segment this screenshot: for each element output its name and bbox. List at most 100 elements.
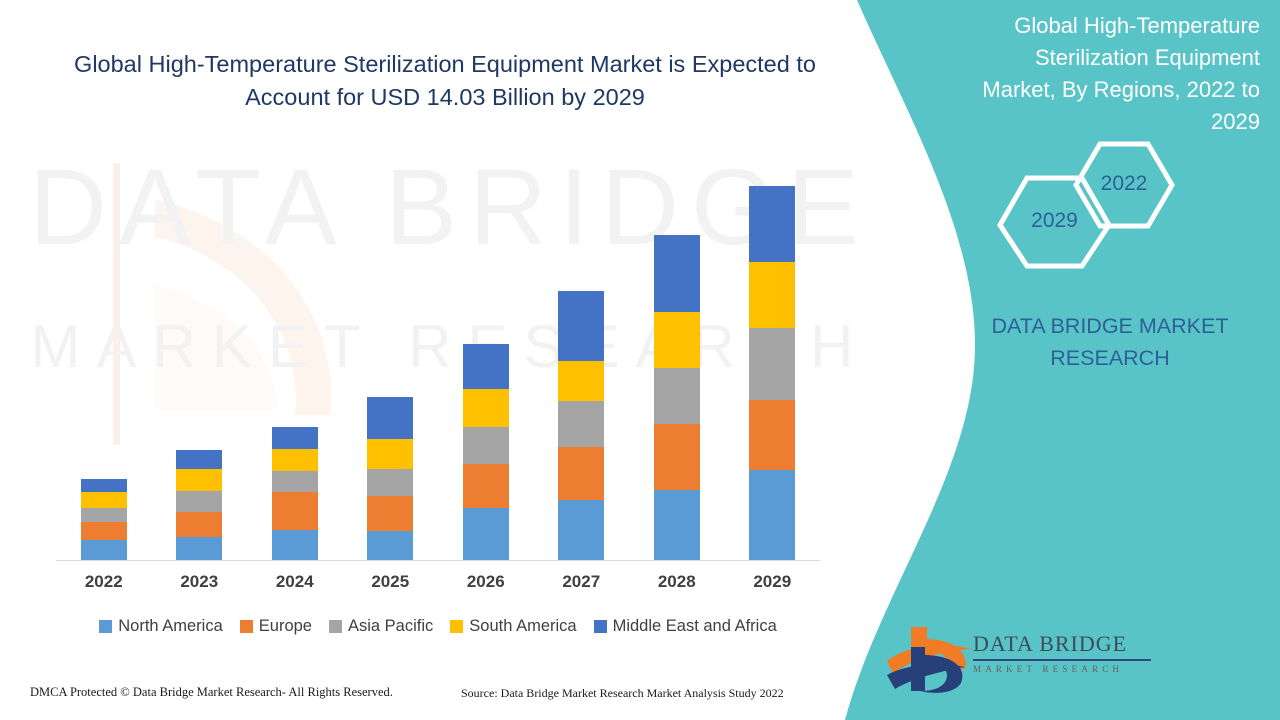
logo-tagline: MARKET RESEARCH [973,664,1124,674]
legend-label: Europe [258,617,312,635]
legend-item[interactable]: Middle East and Africa [593,617,777,636]
bar-segment[interactable] [749,262,796,328]
legend-label: Middle East and Africa [612,617,777,635]
logo-name: DATA BRIDGE [973,631,1128,656]
bar-segment[interactable] [271,530,318,560]
bar-stack[interactable] [558,291,605,560]
sidebar-brand-name: DATA BRIDGE MARKET RESEARCH [991,314,1229,371]
bar-segment[interactable] [462,508,509,560]
bar-group[interactable] [629,235,724,560]
legend-swatch-icon [239,620,253,633]
bar-segment[interactable] [80,479,127,492]
bar-segment[interactable] [176,512,223,537]
bar-segment[interactable] [653,235,700,312]
bar-group[interactable] [247,427,342,560]
bar-segment[interactable] [367,439,414,469]
x-axis-tick-label: 2028 [657,572,696,591]
bar-segment[interactable] [462,344,509,389]
bar-segment[interactable] [176,537,223,560]
legend-label: South America [469,617,577,635]
sidebar-content: Global High-Temperature Sterilization Eq… [887,0,1280,720]
bar-group[interactable] [152,450,247,560]
bar-segment[interactable] [271,471,318,492]
source-note: Source: Data Bridge Market Research Mark… [461,686,784,700]
bar-group[interactable] [343,397,438,560]
bar-stack[interactable] [80,479,127,560]
hexagon-label-2022: 2022 [1100,172,1148,195]
bar-stack[interactable] [271,427,318,560]
bar-group[interactable] [438,344,533,560]
legend-swatch-icon [450,620,464,633]
x-axis-line [56,560,820,561]
bar-group[interactable] [56,479,151,560]
page-title: Global High-Temperature Sterilization Eq… [74,51,816,111]
dmca-notice: DMCA Protected © Data Bridge Market Rese… [30,685,393,699]
bar-series-container [56,175,820,560]
bar-segment[interactable] [653,312,700,368]
x-axis-tick-label: 2023 [180,572,219,591]
x-axis-tick-labels: 2022 2023 2024 2025 2026 2027 2028 2029 [56,572,820,592]
x-axis-tick-label: 2022 [84,572,123,591]
bar-segment[interactable] [558,401,605,447]
bar-segment[interactable] [653,368,700,424]
bar-segment[interactable] [749,186,796,262]
bar-segment[interactable] [367,397,414,439]
bar-segment[interactable] [749,328,796,400]
bar-group[interactable] [725,186,820,560]
bar-segment[interactable] [367,531,414,560]
x-axis-tick-label: 2029 [753,572,792,591]
bar-segment[interactable] [749,400,796,470]
bar-stack[interactable] [462,344,509,560]
data-bridge-b-logo-icon [887,627,971,693]
legend-label: Asia Pacific [348,617,434,635]
bar-segment[interactable] [271,492,318,530]
bar-segment[interactable] [271,449,318,471]
bar-segment[interactable] [176,491,223,512]
legend-label: North America [118,617,223,635]
legend-swatch-icon [99,620,113,633]
bar-segment[interactable] [462,389,509,427]
bar-segment[interactable] [558,361,605,401]
x-axis-tick-label: 2024 [275,572,314,591]
bar-stack[interactable] [367,397,414,560]
x-axis-tick-label: 2025 [371,572,410,591]
hexagon-outline-icon [997,141,1175,269]
bar-segment[interactable] [558,500,605,560]
legend-swatch-icon [329,620,342,633]
bar-segment[interactable] [558,447,605,500]
bar-segment[interactable] [462,427,509,464]
legend-item[interactable]: Europe [239,617,312,636]
logo-divider [973,659,1151,661]
bar-segment[interactable] [80,522,127,540]
bar-segment[interactable] [80,508,127,522]
bar-segment[interactable] [367,496,414,531]
bar-segment[interactable] [653,424,700,490]
legend-swatch-icon [593,620,607,633]
company-logo: DATA BRIDGE MARKET RESEARCH [885,625,1155,697]
bar-stack[interactable] [749,186,796,560]
chart-panel: DATA BRIDGE MARKET RESEARCH Global High-… [28,51,860,700]
bar-segment[interactable] [271,427,318,449]
bar-group[interactable] [534,291,629,560]
company-logo-text: DATA BRIDGE MARKET RESEARCH [973,631,1163,674]
bar-segment[interactable] [367,469,414,496]
legend-item[interactable]: South America [450,617,577,636]
chart-legend: North America Europe Asia Pacific South Ame… [56,617,820,636]
sidebar-title: Global High-Temperature Sterilization Eq… [982,13,1260,134]
bar-segment[interactable] [558,291,605,361]
bar-segment[interactable] [176,469,223,491]
bar-segment[interactable] [176,450,223,469]
bar-segment[interactable] [749,470,796,560]
bar-stack[interactable] [653,235,700,560]
bar-stack[interactable] [176,450,223,560]
legend-item[interactable]: Asia Pacific [329,617,433,636]
x-axis-tick-label: 2027 [562,572,601,591]
hexagon-group: 2022 2029 [972,140,1202,270]
bar-segment[interactable] [80,540,127,560]
bar-segment[interactable] [653,490,700,560]
legend-item[interactable]: North America [99,617,223,636]
bar-segment[interactable] [80,492,127,508]
bar-segment[interactable] [462,464,509,508]
plot-area [56,175,820,561]
x-axis-tick-label: 2026 [466,572,505,591]
